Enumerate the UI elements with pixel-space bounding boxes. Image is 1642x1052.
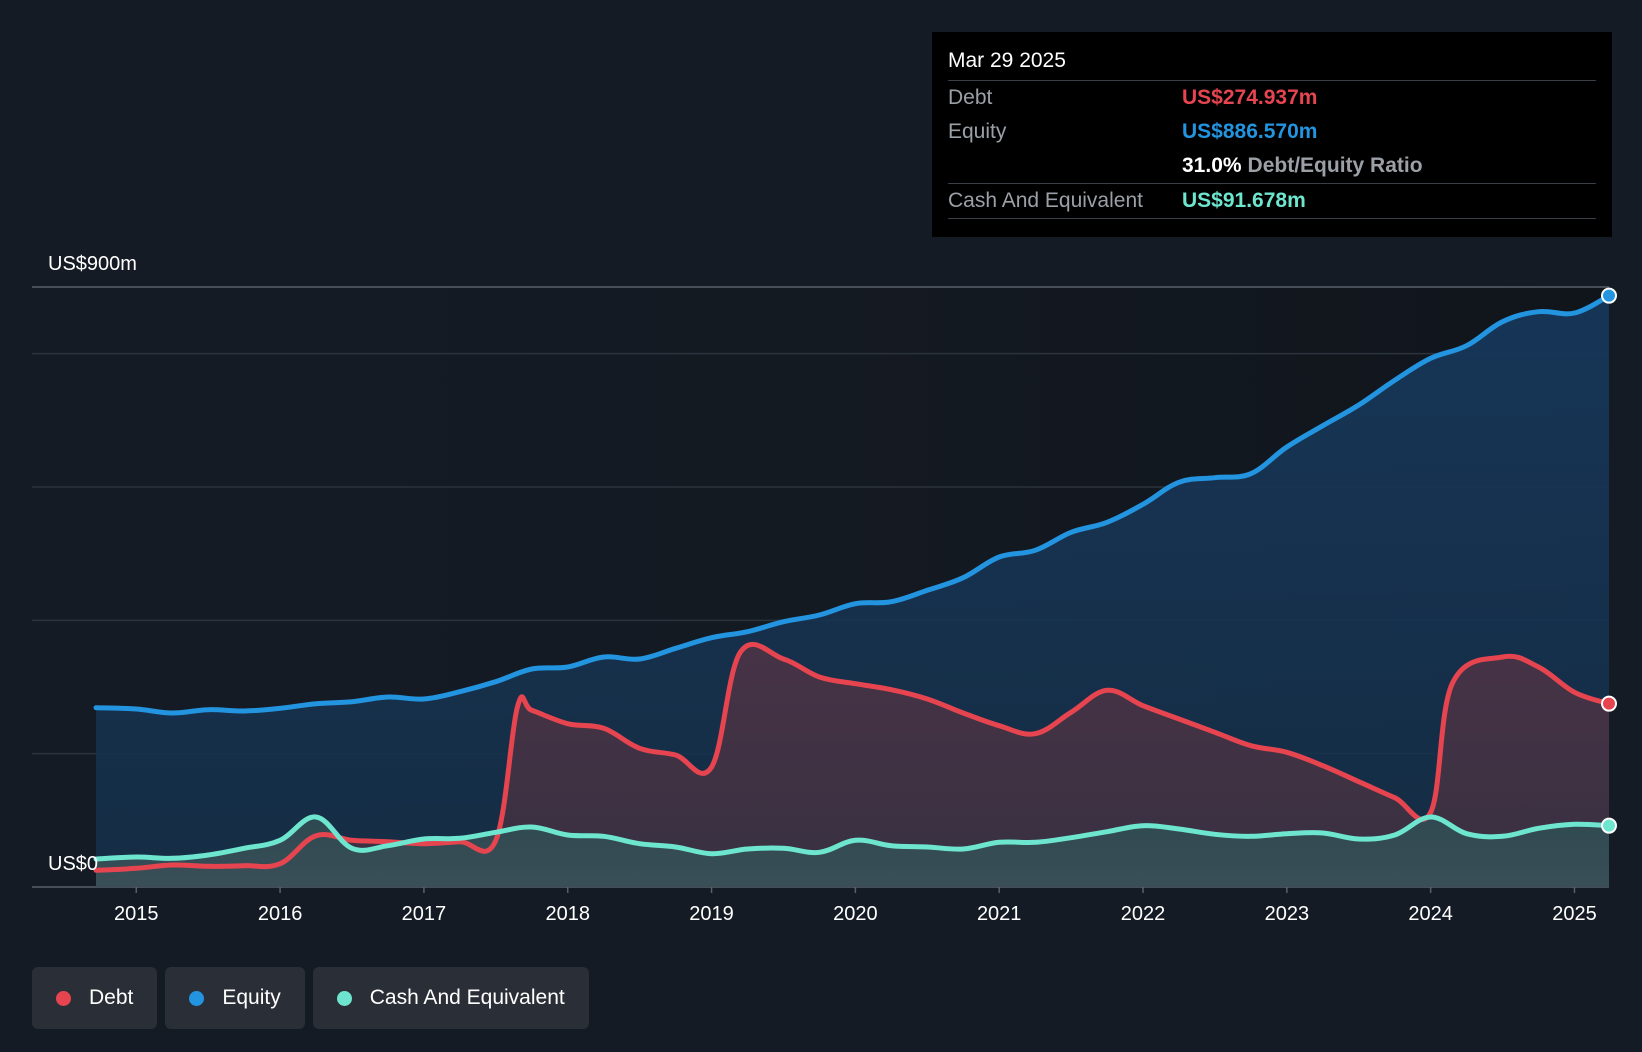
cash-dot-icon — [336, 990, 352, 1006]
tooltip-debt-row: Debt US$274.937m — [948, 81, 1596, 115]
debt-dot-icon — [56, 990, 71, 1006]
x-tick-label: 2023 — [1265, 903, 1310, 925]
x-tick-label: 2019 — [689, 903, 734, 925]
series-endpoints — [1601, 287, 1617, 834]
debt-area — [96, 644, 1609, 887]
tooltip-date: Mar 29 2025 — [948, 46, 1596, 81]
cash-line — [93, 814, 1612, 862]
cash-endpoint[interactable] — [1601, 817, 1617, 834]
legend-item-equity[interactable]: Equity — [165, 967, 305, 1029]
x-tick-label: 2025 — [1552, 903, 1597, 925]
legend-item-debt[interactable]: Debt — [32, 967, 158, 1029]
equity-endpoint[interactable] — [1601, 287, 1617, 304]
tooltip-ratio-value: 31.0% — [1182, 154, 1242, 177]
series-lines — [93, 293, 1612, 873]
legend-debt-label: Debt — [89, 986, 134, 1009]
x-tick-label: 2021 — [977, 903, 1022, 925]
x-tick-label: 2022 — [1121, 903, 1166, 925]
tooltip-equity-label: Equity — [948, 120, 1007, 143]
x-tick-label: 2018 — [545, 903, 590, 925]
tooltip-debt-value: US$274.937m — [1182, 86, 1318, 109]
debt-endpoint[interactable] — [1601, 695, 1617, 712]
tooltip-ratio-spacer — [948, 149, 1182, 183]
y-axis-bottom-label: US$0 — [48, 853, 98, 875]
tooltip-panel: Mar 29 2025 Debt US$274.937m Equity US$8… — [932, 32, 1612, 237]
x-tick-label: 2024 — [1408, 903, 1453, 925]
x-tick-label: 2020 — [833, 903, 878, 925]
equity-dot-icon — [189, 990, 205, 1006]
debt-line — [93, 641, 1612, 873]
x-tick-label: 2016 — [258, 903, 303, 925]
tooltip-equity-row: Equity US$886.570m — [948, 115, 1596, 149]
tooltip-cash-value: US$91.678m — [1182, 189, 1306, 212]
tooltip-ratio-row: 31.0% Debt/Equity Ratio — [948, 149, 1596, 184]
tooltip-cash-row: Cash And Equivalent US$91.678m — [948, 184, 1596, 219]
equity-line — [93, 293, 1612, 716]
tooltip-ratio-label: Debt/Equity Ratio — [1247, 154, 1423, 177]
tooltip-debt-label: Debt — [948, 86, 993, 109]
x-tick-label: 2015 — [114, 903, 159, 925]
tooltip-cash-label: Cash And Equivalent — [948, 189, 1143, 212]
y-axis-top-label: US$900m — [48, 253, 137, 275]
x-tick-label: 2017 — [402, 903, 447, 925]
legend-item-cash[interactable]: Cash And Equivalent — [312, 967, 589, 1029]
legend-cash-label: Cash And Equivalent — [369, 986, 565, 1009]
legend-equity-label: Equity — [222, 986, 281, 1009]
x-axis-ticks: 2015 2016 2017 2018 2019 2020 2021 2022 2023 2024… — [114, 887, 1597, 925]
cash-area — [96, 816, 1609, 887]
legend: Debt Equity Cash And Equivalent — [32, 967, 589, 1029]
tooltip-equity-value: US$886.570m — [1182, 120, 1318, 143]
